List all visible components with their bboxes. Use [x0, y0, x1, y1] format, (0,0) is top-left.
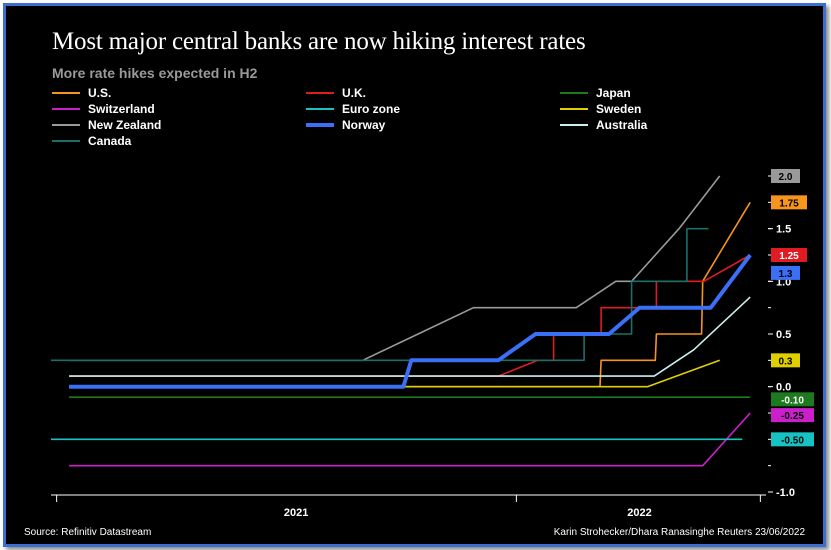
legend-label: Japan — [596, 86, 631, 100]
chart-title: Most major central banks are now hiking … — [52, 28, 586, 55]
legend-swatch — [52, 124, 80, 126]
chart-subtitle: More rate hikes expected in H2 — [52, 65, 258, 81]
legend-swatch — [306, 123, 334, 127]
plot-area: 202120222.01.51.00.50.0-1.01.751.25-0.10… — [51, 169, 814, 519]
series-line — [69, 175, 721, 362]
end-value-label: 2.0 — [771, 169, 800, 183]
end-value-box — [771, 408, 814, 423]
series-line — [69, 296, 751, 377]
legend-item: Switzerland — [52, 102, 155, 116]
legend-item: Japan — [560, 86, 631, 100]
y-tick-label: 0.5 — [776, 329, 791, 341]
legend-item: Norway — [306, 118, 385, 132]
legend-item: Euro zone — [306, 102, 400, 116]
legend-label: Norway — [342, 118, 386, 132]
series-line — [51, 227, 709, 362]
legend-item: Australia — [560, 118, 647, 132]
series-line — [69, 359, 720, 388]
series-line — [69, 253, 752, 389]
legend-label: Australia — [596, 118, 648, 132]
legend-label: U.S. — [88, 86, 112, 100]
legend-label: U.K. — [342, 86, 366, 100]
end-value-box — [771, 353, 800, 368]
end-value-text: 1.3 — [779, 269, 793, 280]
end-value-text: 1.25 — [779, 251, 799, 262]
legend-swatch — [52, 108, 80, 110]
end-value-text: -0.25 — [781, 411, 804, 422]
end-value-text: 2.0 — [779, 172, 793, 183]
end-value-box — [771, 392, 814, 407]
legend-swatch — [560, 108, 588, 110]
credit-note: Karin Strohecker/Dhara Ranasinghe Reuter… — [553, 527, 805, 538]
legend-item: U.K. — [306, 86, 366, 100]
legend-item: Canada — [52, 134, 131, 148]
end-value-text: 0.3 — [779, 356, 793, 367]
series-line — [69, 201, 751, 388]
y-tick-label: -1.0 — [776, 487, 795, 499]
legend-swatch — [560, 124, 588, 126]
legend-label: Canada — [88, 134, 132, 148]
legend-item: Sweden — [560, 102, 641, 116]
x-tick-label: 2021 — [284, 507, 308, 519]
legend-label: Sweden — [596, 102, 642, 116]
legend-swatch — [52, 92, 80, 94]
end-value-text: 1.75 — [779, 198, 799, 209]
y-tick-label: 0.0 — [776, 382, 791, 394]
end-value-label: -0.25 — [771, 408, 814, 423]
end-value-box — [771, 265, 800, 280]
end-value-label: 1.75 — [771, 195, 807, 210]
series-line — [69, 254, 751, 377]
series-line — [69, 412, 751, 467]
chart-frame: Most major central banks are now hiking … — [3, 3, 826, 547]
end-value-box — [771, 248, 807, 262]
end-value-box — [771, 195, 807, 210]
legend-swatch — [560, 92, 588, 94]
legend-swatch — [52, 140, 80, 142]
legend-swatch — [306, 92, 334, 94]
legend-label: Euro zone — [342, 102, 401, 116]
end-value-box — [771, 169, 800, 183]
end-value-label: 1.3 — [771, 265, 800, 280]
legend-swatch — [306, 108, 334, 110]
y-tick-label: 1.5 — [776, 224, 791, 236]
end-value-box — [771, 432, 814, 447]
end-value-label: -0.50 — [771, 432, 814, 447]
end-value-text: -0.50 — [781, 435, 804, 446]
end-value-label: 0.3 — [771, 353, 800, 368]
legend-item: New Zealand — [52, 118, 161, 132]
legend-item: U.S. — [52, 86, 111, 100]
x-tick-label: 2022 — [627, 507, 651, 519]
legend-label: Switzerland — [88, 102, 155, 116]
end-value-label: 1.25 — [771, 248, 807, 262]
end-value-label: -0.10 — [771, 392, 814, 407]
source-note: Source: Refinitiv Datastream — [24, 527, 152, 538]
end-value-text: -0.10 — [781, 395, 804, 406]
legend-label: New Zealand — [88, 118, 162, 132]
